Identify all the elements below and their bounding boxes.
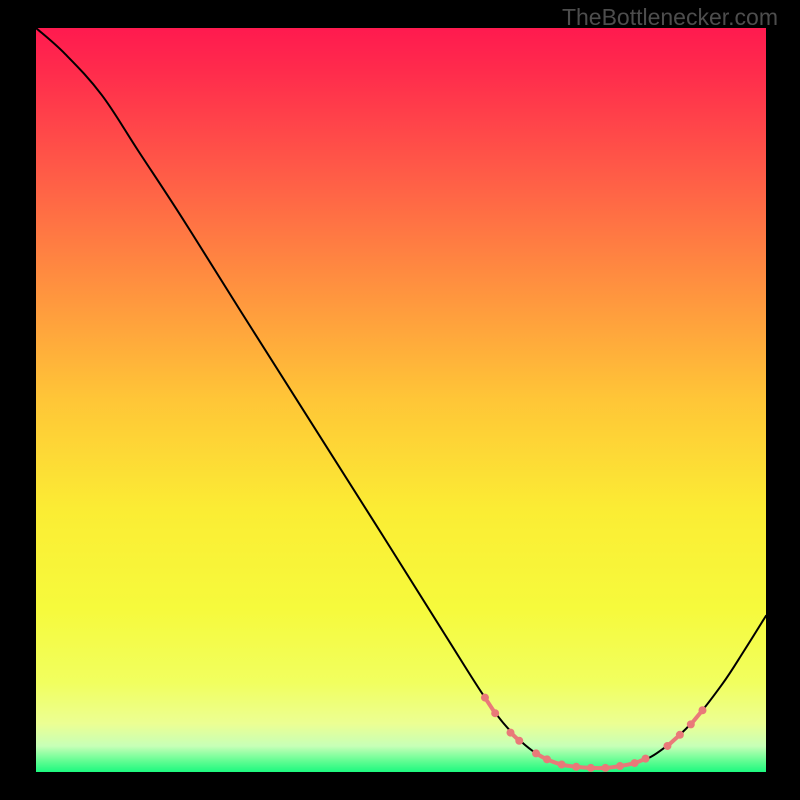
marker-point — [601, 764, 609, 772]
marker-point — [631, 759, 639, 767]
chart-stage: TheBottlenecker.com — [0, 0, 800, 800]
marker-point — [698, 706, 706, 714]
marker-point — [543, 755, 551, 763]
marker-point — [642, 755, 650, 763]
bottleneck-curve — [36, 28, 766, 769]
marker-point — [616, 762, 624, 770]
marker-point — [532, 749, 540, 757]
marker-point — [663, 742, 671, 750]
marker-point — [687, 720, 695, 728]
marker-point — [507, 729, 515, 737]
marker-point — [515, 737, 523, 745]
marker-point — [558, 761, 566, 769]
watermark-text: TheBottlenecker.com — [562, 4, 778, 31]
plot-area — [36, 28, 766, 772]
marker-point — [491, 709, 499, 717]
marker-point — [572, 763, 580, 771]
curve-layer — [36, 28, 766, 772]
marker-point — [587, 764, 595, 772]
marker-point — [481, 694, 489, 702]
marker-point — [676, 731, 684, 739]
